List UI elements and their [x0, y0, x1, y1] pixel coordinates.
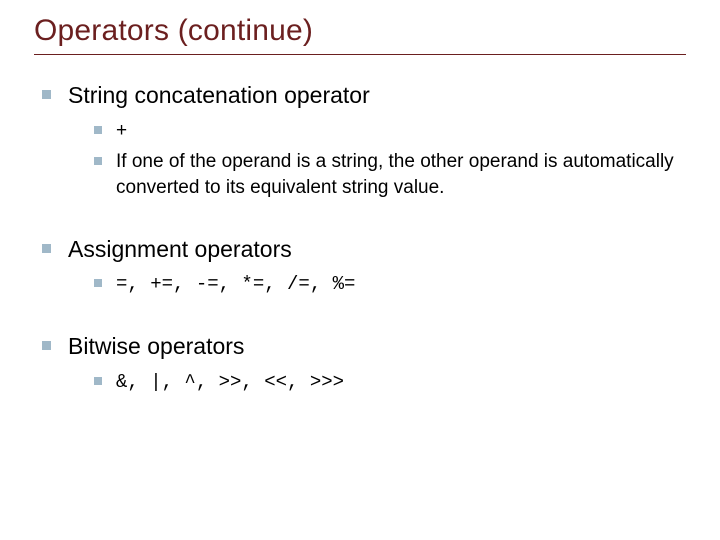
section-heading: String concatenation operator	[68, 82, 370, 108]
bullet-list-level2: =, +=, -=, *=, /=, %=	[68, 271, 686, 298]
bullet-list-level2: + If one of the operand is a string, the…	[68, 118, 686, 201]
slide-container: Operators (continue) String concatenatio…	[0, 0, 720, 540]
list-item: &, |, ^, >>, <<, >>>	[92, 369, 686, 396]
title-underline	[34, 54, 686, 55]
bullet-list-level2: &, |, ^, >>, <<, >>>	[68, 369, 686, 396]
slide-title: Operators (continue)	[34, 14, 686, 48]
item-text: =, +=, -=, *=, /=, %=	[116, 273, 355, 295]
bullet-list-level1: String concatenation operator + If one o…	[34, 81, 686, 395]
item-text: +	[116, 120, 127, 141]
item-text: &, |, ^, >>, <<, >>>	[116, 371, 344, 393]
section-bitwise-operators: Bitwise operators &, |, ^, >>, <<, >>>	[38, 332, 686, 395]
list-item: If one of the operand is a string, the o…	[92, 149, 686, 200]
item-text: If one of the operand is a string, the o…	[116, 151, 674, 198]
section-heading: Bitwise operators	[68, 333, 244, 359]
section-assignment-operators: Assignment operators =, +=, -=, *=, /=, …	[38, 235, 686, 298]
list-item: =, +=, -=, *=, /=, %=	[92, 271, 686, 298]
list-item: +	[92, 118, 686, 144]
section-string-concatenation: String concatenation operator + If one o…	[38, 81, 686, 201]
section-heading: Assignment operators	[68, 236, 292, 262]
